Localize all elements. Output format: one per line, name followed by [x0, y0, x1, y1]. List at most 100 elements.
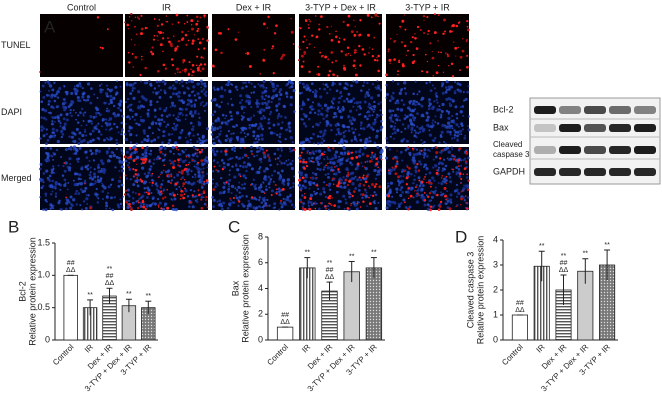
nucleus [434, 164, 436, 166]
nucleus [171, 199, 174, 202]
tunel-dot [250, 184, 252, 186]
nucleus [228, 173, 231, 176]
nucleus [110, 196, 113, 200]
tunel-dot [144, 207, 147, 211]
tunel-dot [430, 182, 433, 185]
nucleus [307, 157, 311, 160]
nucleus [163, 89, 166, 92]
nucleus [42, 134, 46, 138]
nucleus [238, 195, 242, 199]
nucleus [95, 187, 98, 191]
nucleus [414, 165, 418, 169]
nucleus [355, 101, 360, 105]
tunel-dot [170, 58, 174, 61]
nucleus [129, 108, 133, 112]
nucleus [347, 190, 350, 194]
nucleus [360, 89, 363, 92]
nucleus [379, 88, 383, 92]
nucleus [415, 183, 419, 187]
nucleus [162, 188, 166, 191]
nucleus [227, 130, 231, 133]
nucleus [63, 183, 67, 187]
nucleus [105, 84, 109, 87]
tunel-dot [435, 169, 438, 171]
nucleus [384, 146, 388, 149]
nucleus [438, 141, 441, 144]
tunel-dot [127, 156, 130, 159]
nucleus [125, 150, 129, 154]
tunel-dot [211, 64, 215, 68]
nucleus [358, 149, 362, 154]
tunel-dot [165, 15, 168, 17]
nucleus [412, 153, 416, 157]
tunel-dot [205, 195, 208, 199]
nucleus [298, 81, 302, 85]
nucleus [409, 205, 412, 209]
x-tick-label: Control [51, 342, 76, 367]
tunel-dot [325, 164, 327, 167]
nucleus [112, 151, 115, 154]
nucleus [250, 123, 255, 128]
tunel-dot [191, 159, 194, 162]
significance-mark: ΔΔ [325, 274, 335, 281]
nucleus [120, 128, 124, 131]
nucleus [340, 157, 344, 162]
nucleus [201, 195, 204, 199]
nucleus [288, 187, 291, 190]
nucleus [196, 92, 200, 96]
nucleus [417, 132, 420, 135]
nucleus [438, 161, 442, 164]
nucleus [429, 89, 433, 93]
nucleus [278, 177, 282, 181]
tunel-dot [338, 180, 341, 184]
tunel-dot [149, 181, 151, 184]
tunel-dot [400, 27, 402, 29]
nucleus [415, 148, 418, 151]
nucleus [237, 157, 241, 161]
nucleus [225, 134, 229, 138]
nucleus [454, 131, 457, 133]
nucleus [51, 179, 54, 183]
nucleus [70, 148, 73, 151]
nucleus [412, 92, 415, 96]
nucleus [106, 192, 110, 195]
tunel-dot [368, 202, 372, 206]
nucleus [312, 160, 315, 164]
nucleus [359, 148, 362, 151]
nucleus [234, 187, 237, 190]
nucleus [237, 185, 241, 189]
tunel-dot [141, 199, 144, 202]
tunel-dot [126, 23, 130, 27]
tunel-dot [366, 13, 370, 17]
significance-mark: ΔΔ [559, 267, 569, 274]
nucleus [199, 176, 204, 181]
tunel-dot [152, 38, 155, 41]
nucleus [222, 185, 226, 189]
nucleus [273, 202, 277, 206]
nucleus [74, 151, 78, 155]
nucleus [258, 102, 261, 105]
tunel-dot [363, 53, 366, 56]
nucleus [446, 80, 449, 84]
nucleus [188, 135, 191, 137]
tunel-dot [427, 33, 429, 35]
tunel-dot [445, 182, 448, 185]
blot-band [584, 124, 606, 132]
nucleus [311, 91, 314, 94]
nucleus [161, 141, 164, 145]
nucleus [287, 184, 290, 187]
nucleus [201, 134, 205, 138]
blot-band [634, 124, 656, 132]
nucleus [131, 110, 134, 113]
nucleus [262, 208, 265, 211]
nucleus [281, 121, 284, 124]
tunel-dot [465, 201, 467, 204]
tunel-dot [343, 66, 346, 70]
nucleus [258, 198, 261, 202]
nucleus [57, 164, 60, 167]
tunel-dot [427, 29, 430, 33]
nucleus [63, 108, 67, 112]
tunel-dot [332, 183, 335, 185]
nucleus [420, 193, 424, 197]
nucleus [45, 160, 48, 163]
